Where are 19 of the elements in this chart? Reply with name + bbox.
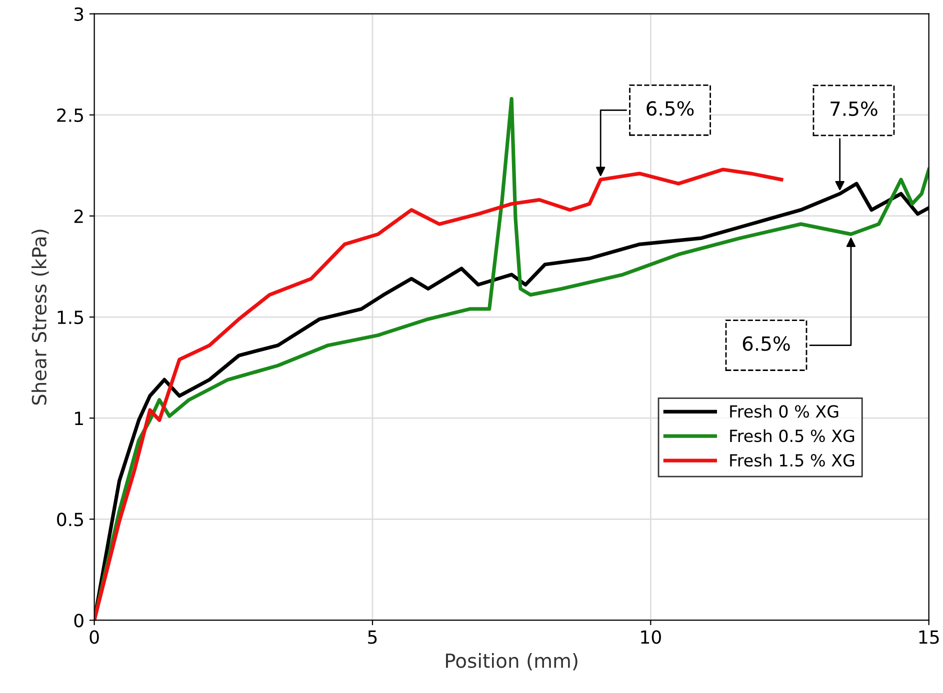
y-tick-label: 3	[74, 7, 84, 21]
y-tick-label: 2	[74, 209, 83, 223]
annotation: 6.5%	[646, 101, 694, 116]
x-tick-label: 5	[368, 630, 377, 644]
annotation: 6.5%	[742, 336, 790, 351]
x-axis-title: Position (mm)	[446, 652, 578, 670]
y-tick-label: 1	[75, 412, 83, 425]
y-tick-label: 0.5	[57, 512, 83, 526]
y-tick-label: 0	[74, 614, 84, 628]
legend-label: Fresh 1.5 % XG	[730, 454, 854, 467]
x-tick-label: 0	[90, 630, 99, 644]
y-axis-title: Shear Stress (kPa)	[31, 230, 49, 405]
annotation: 7.5%	[830, 101, 878, 116]
y-tick-label: 2.5	[57, 108, 83, 122]
legend-label: Fresh 0 % XG	[730, 404, 838, 418]
legend-label: Fresh 0.5 % XG	[730, 429, 854, 442]
x-tick-label: 10	[641, 630, 661, 644]
x-tick-label: 15	[919, 630, 939, 644]
y-tick-label: 1.5	[58, 310, 83, 324]
